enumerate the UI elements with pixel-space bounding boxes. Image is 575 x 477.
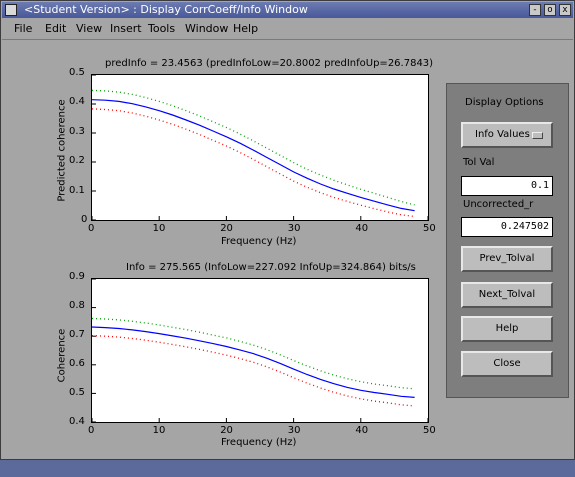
- close-button[interactable]: Close: [461, 351, 553, 377]
- popup-indicator-icon: [532, 132, 543, 139]
- bottom-xtick-label: 10: [152, 425, 166, 436]
- bottom-plot-axes: [91, 278, 429, 423]
- bottom-ytick-label: 0.8: [69, 300, 85, 311]
- bottom-estimate-line: [92, 326, 415, 398]
- top-ytick-label: 0.4: [69, 96, 85, 108]
- maximize-button[interactable]: o: [544, 4, 556, 16]
- menu-edit[interactable]: Edit: [45, 22, 67, 35]
- top-estimate-line: [92, 99, 415, 212]
- uncorrected-r-label: Uncorrected_r: [463, 199, 534, 210]
- top-plot-xlabel: Frequency (Hz): [221, 236, 297, 247]
- bottom-lower-bound-line: [92, 334, 415, 407]
- top-upper-bound-line: [92, 89, 415, 206]
- top-ytick-label: 0.3: [69, 125, 85, 137]
- tol-val-label: Tol Val: [463, 157, 495, 168]
- bottom-ytick-label: 0.9: [69, 271, 85, 282]
- uncorrected-r-field[interactable]: 0.247502: [461, 217, 553, 237]
- bottom-plot-xlabel: Frequency (Hz): [221, 437, 297, 448]
- bottom-ytick-label: 0.7: [69, 329, 85, 340]
- bottom-plot-ylabel: Coherence: [56, 328, 68, 383]
- menu-insert[interactable]: Insert: [110, 22, 142, 35]
- top-plot-svg: [92, 75, 428, 220]
- window-menu-icon[interactable]: [5, 4, 17, 16]
- bottom-xtick-label: 30: [287, 425, 301, 436]
- top-ytick-label: 0.2: [69, 155, 85, 167]
- display-mode-popup[interactable]: Info Values: [461, 122, 553, 148]
- panel-title: Display Options: [465, 97, 544, 108]
- bottom-ytick-label: 0.5: [69, 387, 85, 398]
- top-lower-bound-line: [92, 108, 415, 218]
- top-xtick-label: 10: [152, 223, 166, 234]
- top-xtick-label: 40: [355, 223, 369, 234]
- menu-bar: File Edit View Insert Tools Window Help: [2, 19, 573, 40]
- top-plot-axes: [91, 74, 429, 221]
- bottom-xtick-label: 0: [88, 425, 95, 436]
- bottom-ytick-label: 0.4: [69, 416, 85, 427]
- help-button[interactable]: Help: [461, 316, 553, 342]
- popup-selected-value: Info Values: [475, 129, 530, 140]
- menu-help[interactable]: Help: [233, 22, 259, 35]
- next-tolval-button[interactable]: Next_Tolval: [461, 282, 553, 308]
- top-xtick-label: 0: [88, 223, 95, 234]
- minimize-button[interactable]: -: [529, 4, 541, 16]
- menu-tools[interactable]: Tools: [148, 22, 176, 35]
- window-title: <Student Version> : Display CorrCoeff/In…: [24, 3, 308, 16]
- top-plot-ylabel: Predicted coherence: [56, 99, 68, 202]
- top-ytick-label: 0.1: [69, 184, 85, 196]
- menu-view[interactable]: View: [76, 22, 103, 35]
- top-ytick-label: 0.5: [69, 67, 85, 78]
- bottom-xtick-label: 20: [220, 425, 233, 436]
- top-ytick-label: 0: [81, 214, 88, 225]
- tol-val-field[interactable]: 0.1: [461, 176, 553, 196]
- top-xtick-label: 50: [423, 223, 436, 234]
- top-xtick-label: 30: [287, 223, 301, 234]
- corrcoeff-info-window: <Student Version> : Display CorrCoeff/In…: [0, 0, 575, 460]
- top-plot-title: predInfo = 23.4563 (predInfoLow=20.8002 …: [105, 58, 434, 69]
- display-options-panel: Display Options Info Values Tol Val 0.1 …: [446, 83, 569, 398]
- bottom-plot-title: Info = 275.565 (InfoLow=227.092 InfoUp=3…: [126, 262, 416, 273]
- menu-window[interactable]: Window: [185, 22, 229, 35]
- bottom-xtick-label: 40: [355, 425, 369, 436]
- bottom-ytick-label: 0.6: [69, 358, 85, 369]
- bottom-plot-svg: [92, 279, 428, 422]
- bottom-xtick-label: 50: [423, 425, 436, 436]
- title-bar[interactable]: <Student Version> : Display CorrCoeff/In…: [2, 2, 573, 18]
- top-xtick-label: 20: [220, 223, 233, 234]
- close-window-button[interactable]: x: [559, 4, 571, 16]
- menu-file[interactable]: File: [14, 22, 33, 35]
- prev-tolval-button[interactable]: Prev_Tolval: [461, 246, 553, 272]
